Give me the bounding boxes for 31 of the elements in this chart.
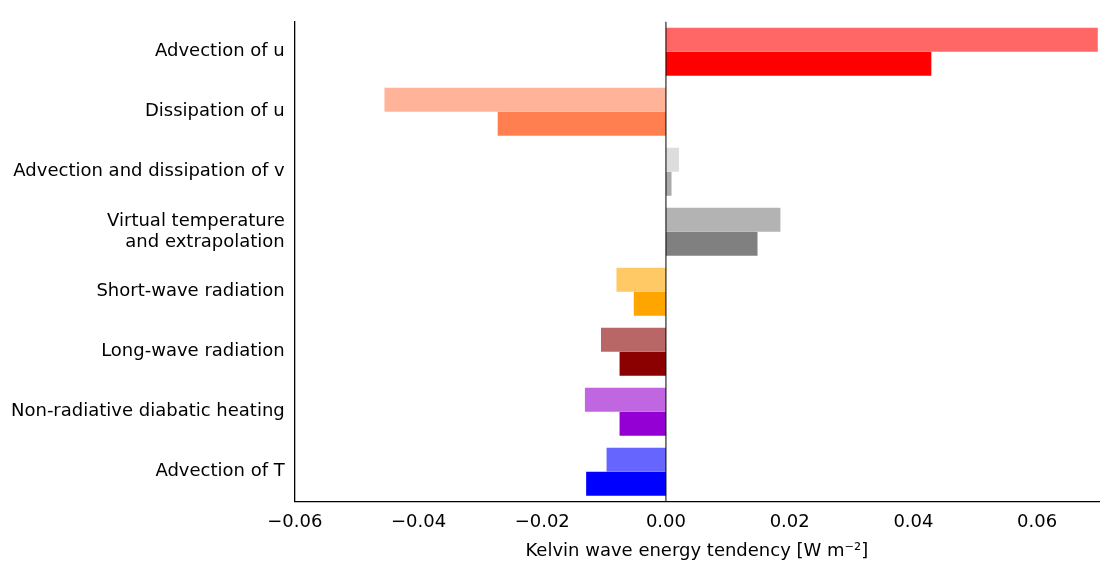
bar <box>633 291 666 316</box>
bar <box>616 267 666 292</box>
y-tick-label: Dissipation of u <box>145 99 285 121</box>
bar <box>584 387 666 412</box>
bar <box>606 447 666 472</box>
bar <box>384 87 666 112</box>
bar <box>665 27 1098 52</box>
y-tick-label: Advection and dissipation of v <box>13 159 286 181</box>
x-tick-label: −0.06 <box>267 510 323 532</box>
x-tick-label: −0.04 <box>390 510 447 532</box>
y-tick-label: Advection of T <box>155 459 286 481</box>
bar <box>665 207 781 232</box>
bar <box>665 231 758 256</box>
y-tick-label: Virtual temperature and extrapolation <box>107 208 285 252</box>
y-tick-label: Short-wave radiation <box>96 279 285 301</box>
x-tick-label: 0.00 <box>645 510 686 532</box>
bar <box>601 327 666 352</box>
x-axis-title: Kelvin wave energy tendency [W m⁻²] <box>525 538 869 560</box>
x-tick-label: 0.06 <box>1017 510 1058 532</box>
y-tick-label: Long-wave radiation <box>101 339 285 361</box>
bar <box>665 147 679 172</box>
bar <box>619 351 666 376</box>
x-tick-label: 0.02 <box>769 510 810 532</box>
bar <box>619 411 666 436</box>
x-tick-label: −0.02 <box>514 510 570 532</box>
y-tick-label: Advection of u <box>155 39 285 61</box>
bar <box>586 471 666 496</box>
x-tick-label: 0.04 <box>893 510 934 532</box>
y-tick-label: Non-radiative diabatic heating <box>10 399 285 421</box>
bar <box>665 51 932 76</box>
bar <box>497 111 666 136</box>
